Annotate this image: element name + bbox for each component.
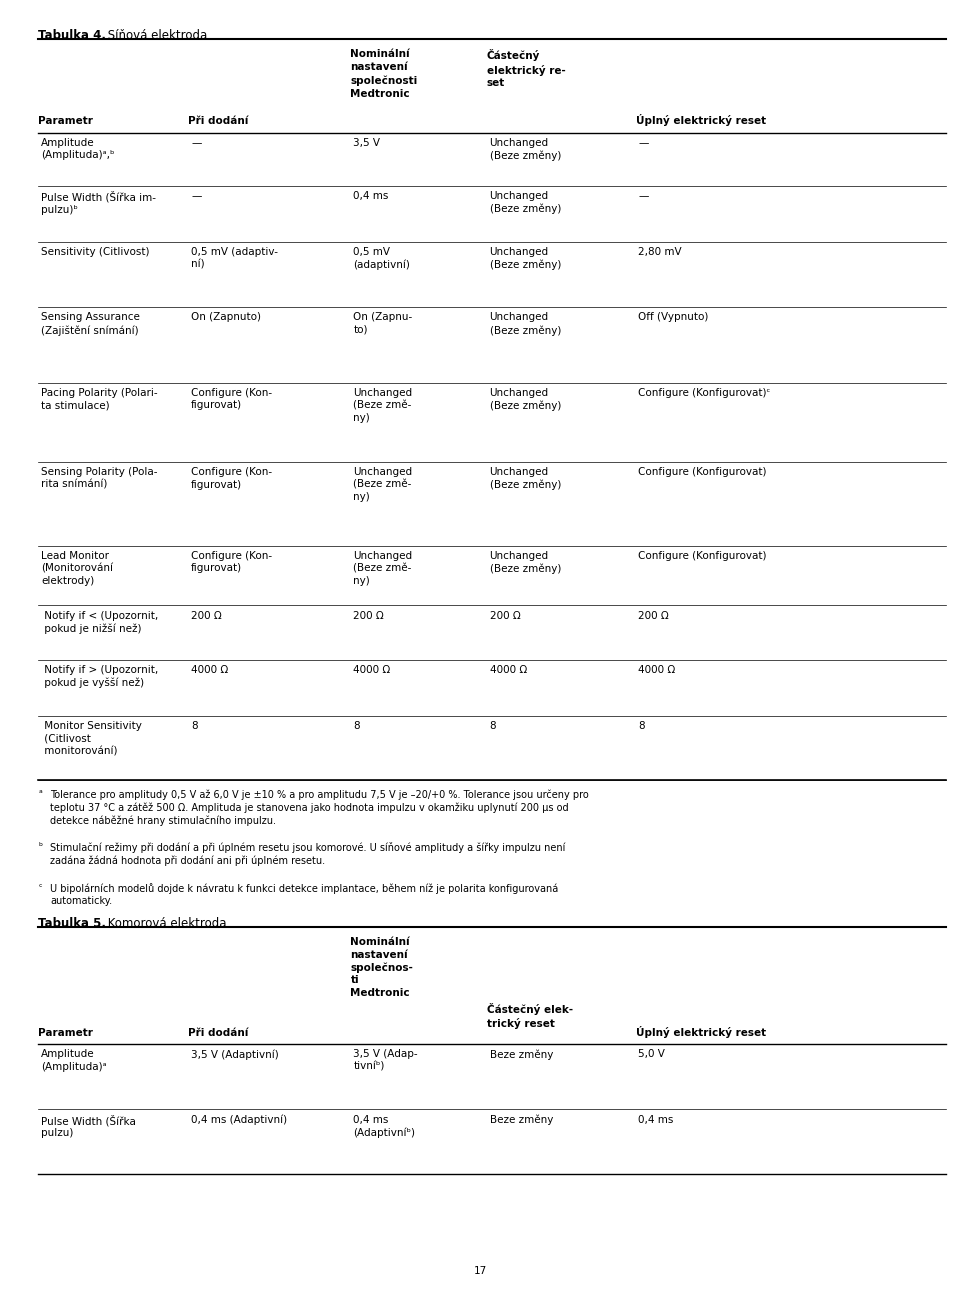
Text: 8: 8 bbox=[191, 721, 198, 732]
Text: Tabulka 4.: Tabulka 4. bbox=[38, 29, 107, 42]
Text: —: — bbox=[638, 191, 649, 202]
Text: Částečný elek-
trický reset: Částečný elek- trický reset bbox=[487, 1003, 573, 1029]
Text: 4000 Ω: 4000 Ω bbox=[490, 665, 527, 676]
Text: Amplitude
(Amplituda)ᵃ: Amplitude (Amplituda)ᵃ bbox=[41, 1049, 107, 1072]
Text: 3,5 V (Adap-
tivníᵇ): 3,5 V (Adap- tivníᵇ) bbox=[353, 1049, 418, 1072]
Text: Tabulka 5.: Tabulka 5. bbox=[38, 917, 107, 930]
Text: Úplný elektrický reset: Úplný elektrický reset bbox=[636, 115, 766, 126]
Text: Unchanged
(Beze změny): Unchanged (Beze změny) bbox=[490, 191, 561, 215]
Text: —: — bbox=[191, 191, 202, 202]
Text: On (Zapnu-
to): On (Zapnu- to) bbox=[353, 312, 413, 335]
Text: 2,80 mV: 2,80 mV bbox=[638, 247, 682, 258]
Text: Unchanged
(Beze změ-
ny): Unchanged (Beze změ- ny) bbox=[353, 388, 413, 423]
Text: Při dodání: Při dodání bbox=[188, 116, 249, 126]
Text: Configure (Konfigurovat): Configure (Konfigurovat) bbox=[638, 467, 767, 478]
Text: 3,5 V (Adaptivní): 3,5 V (Adaptivní) bbox=[191, 1049, 278, 1060]
Text: Configure (Konfigurovat)ᶜ: Configure (Konfigurovat)ᶜ bbox=[638, 388, 771, 398]
Text: Configure (Kon-
figurovat): Configure (Kon- figurovat) bbox=[191, 467, 273, 490]
Text: Unchanged
(Beze změ-
ny): Unchanged (Beze změ- ny) bbox=[353, 551, 413, 586]
Text: Configure (Kon-
figurovat): Configure (Kon- figurovat) bbox=[191, 551, 273, 573]
Text: Pulse Width (Šířka
pulzu): Pulse Width (Šířka pulzu) bbox=[41, 1115, 136, 1138]
Text: Nominální
nastavení
společnos-
ti
Medtronic: Nominální nastavení společnos- ti Medtro… bbox=[350, 937, 413, 997]
Text: Parametr: Parametr bbox=[38, 116, 93, 126]
Text: Při dodání: Při dodání bbox=[188, 1027, 249, 1038]
Text: ᵃ: ᵃ bbox=[38, 789, 42, 799]
Text: Unchanged
(Beze změny): Unchanged (Beze změny) bbox=[490, 551, 561, 574]
Text: 8: 8 bbox=[490, 721, 496, 732]
Text: Lead Monitor
(Monitorování
elektrody): Lead Monitor (Monitorování elektrody) bbox=[41, 551, 113, 586]
Text: 4000 Ω: 4000 Ω bbox=[353, 665, 391, 676]
Text: Síňová elektroda: Síňová elektroda bbox=[104, 29, 207, 42]
Text: —: — bbox=[638, 138, 649, 148]
Text: Configure (Kon-
figurovat): Configure (Kon- figurovat) bbox=[191, 388, 273, 410]
Text: 200 Ω: 200 Ω bbox=[490, 611, 520, 621]
Text: On (Zapnuto): On (Zapnuto) bbox=[191, 312, 261, 323]
Text: Off (Vypnuto): Off (Vypnuto) bbox=[638, 312, 708, 323]
Text: 17: 17 bbox=[473, 1266, 487, 1276]
Text: 3,5 V: 3,5 V bbox=[353, 138, 380, 148]
Text: ᶜ: ᶜ bbox=[38, 883, 42, 893]
Text: Beze změny: Beze změny bbox=[490, 1115, 553, 1125]
Text: ᵇ: ᵇ bbox=[38, 842, 42, 853]
Text: Stimulační režimy při dodání a při úplném resetu jsou komorové. U síňové amplitu: Stimulační režimy při dodání a při úplné… bbox=[50, 842, 565, 866]
Text: 8: 8 bbox=[638, 721, 645, 732]
Text: Unchanged
(Beze změny): Unchanged (Beze změny) bbox=[490, 138, 561, 161]
Text: Notify if < (Upozornit,
 pokud je nižší než): Notify if < (Upozornit, pokud je nižší n… bbox=[41, 611, 158, 634]
Text: Částečný
elektrický re-
set: Částečný elektrický re- set bbox=[487, 49, 565, 89]
Text: 5,0 V: 5,0 V bbox=[638, 1049, 665, 1060]
Text: Configure (Konfigurovat): Configure (Konfigurovat) bbox=[638, 551, 767, 561]
Text: Unchanged
(Beze změny): Unchanged (Beze změny) bbox=[490, 312, 561, 336]
Text: Parametr: Parametr bbox=[38, 1027, 93, 1038]
Text: 200 Ω: 200 Ω bbox=[638, 611, 669, 621]
Text: 0,4 ms: 0,4 ms bbox=[638, 1115, 674, 1125]
Text: Komorová elektroda: Komorová elektroda bbox=[104, 917, 227, 930]
Text: 0,4 ms
(Adaptivníᵇ): 0,4 ms (Adaptivníᵇ) bbox=[353, 1115, 416, 1138]
Text: Pulse Width (Šířka im-
pulzu)ᵇ: Pulse Width (Šířka im- pulzu)ᵇ bbox=[41, 191, 156, 215]
Text: Unchanged
(Beze změny): Unchanged (Beze změny) bbox=[490, 467, 561, 491]
Text: 0,4 ms (Adaptivní): 0,4 ms (Adaptivní) bbox=[191, 1115, 287, 1125]
Text: 0,5 mV (adaptiv-
ní): 0,5 mV (adaptiv- ní) bbox=[191, 247, 278, 270]
Text: Beze změny: Beze změny bbox=[490, 1049, 553, 1060]
Text: Unchanged
(Beze změny): Unchanged (Beze změny) bbox=[490, 247, 561, 271]
Text: Sensing Assurance
(Zajištění snímání): Sensing Assurance (Zajištění snímání) bbox=[41, 312, 140, 336]
Text: —: — bbox=[191, 138, 202, 148]
Text: 8: 8 bbox=[353, 721, 360, 732]
Text: Sensitivity (Citlivost): Sensitivity (Citlivost) bbox=[41, 247, 150, 258]
Text: U bipolárních modelů dojde k návratu k funkci detekce implantace, během níž je p: U bipolárních modelů dojde k návratu k f… bbox=[50, 883, 558, 906]
Text: 0,4 ms: 0,4 ms bbox=[353, 191, 389, 202]
Text: 0,5 mV
(adaptivní): 0,5 mV (adaptivní) bbox=[353, 247, 410, 271]
Text: Amplitude
(Amplituda)ᵃ,ᵇ: Amplitude (Amplituda)ᵃ,ᵇ bbox=[41, 138, 115, 160]
Text: 200 Ω: 200 Ω bbox=[191, 611, 222, 621]
Text: Unchanged
(Beze změ-
ny): Unchanged (Beze změ- ny) bbox=[353, 467, 413, 503]
Text: 200 Ω: 200 Ω bbox=[353, 611, 384, 621]
Text: Úplný elektrický reset: Úplný elektrický reset bbox=[636, 1026, 766, 1038]
Text: 4000 Ω: 4000 Ω bbox=[191, 665, 228, 676]
Text: Sensing Polarity (Pola-
rita snímání): Sensing Polarity (Pola- rita snímání) bbox=[41, 467, 157, 490]
Text: Pacing Polarity (Polari-
ta stimulace): Pacing Polarity (Polari- ta stimulace) bbox=[41, 388, 157, 410]
Text: Notify if > (Upozornit,
 pokud je vyšší než): Notify if > (Upozornit, pokud je vyšší n… bbox=[41, 665, 158, 689]
Text: 4000 Ω: 4000 Ω bbox=[638, 665, 676, 676]
Text: Unchanged
(Beze změny): Unchanged (Beze změny) bbox=[490, 388, 561, 411]
Text: Monitor Sensitivity
 (Citlivost
 monitorování): Monitor Sensitivity (Citlivost monitorov… bbox=[41, 721, 142, 756]
Text: Tolerance pro amplitudy 0,5 V až 6,0 V je ±10 % a pro amplitudu 7,5 V je –20/+0 : Tolerance pro amplitudy 0,5 V až 6,0 V j… bbox=[50, 789, 588, 825]
Text: Nominální
nastavení
společnosti
Medtronic: Nominální nastavení společnosti Medtroni… bbox=[350, 49, 418, 99]
